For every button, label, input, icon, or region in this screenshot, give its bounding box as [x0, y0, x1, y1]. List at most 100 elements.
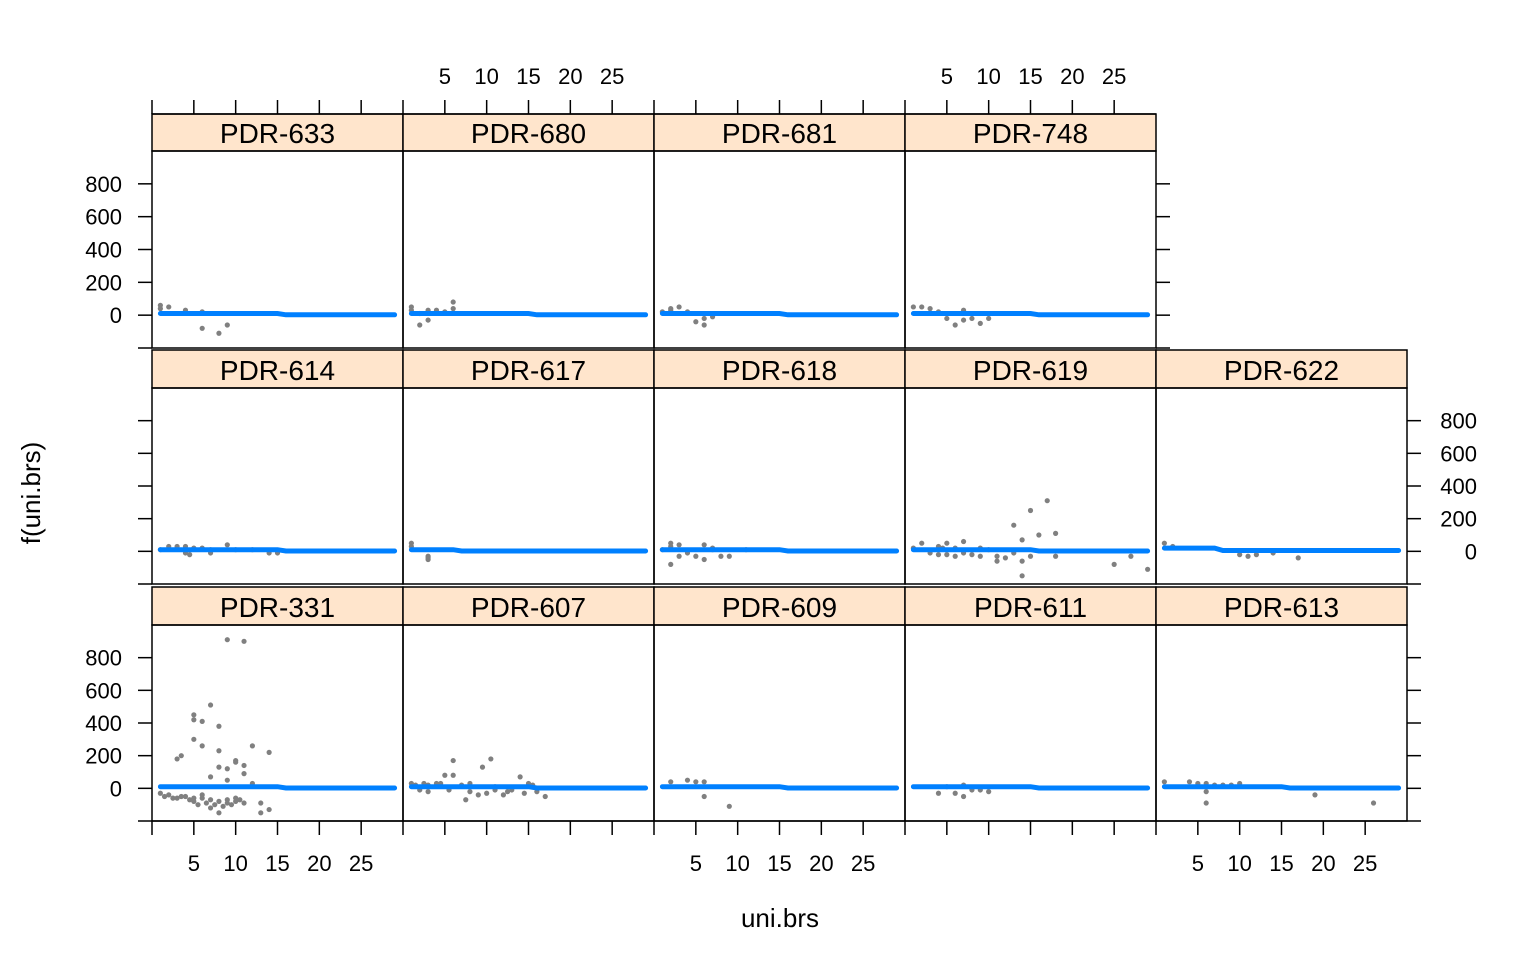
- data-point: [479, 764, 486, 770]
- x-tick-label: 5: [941, 64, 953, 89]
- data-point: [701, 556, 707, 563]
- data-point: [224, 542, 230, 548]
- data-point: [187, 552, 193, 558]
- fit-line: [157, 784, 398, 791]
- data-point: [994, 553, 1000, 559]
- data-point: [207, 797, 214, 803]
- data-point: [960, 538, 967, 545]
- data-point: [450, 772, 456, 778]
- data-point: [1295, 555, 1301, 561]
- data-point: [203, 800, 209, 806]
- data-point: [1019, 537, 1025, 543]
- data-point: [191, 795, 197, 801]
- data-point: [249, 743, 255, 749]
- strip-label: PDR-633: [220, 118, 335, 149]
- data-point: [986, 789, 992, 795]
- x-tick-label: 10: [976, 64, 1000, 89]
- data-point: [1203, 800, 1209, 806]
- data-point: [1111, 561, 1117, 568]
- data-point: [425, 317, 431, 323]
- data-point: [207, 774, 214, 780]
- data-point: [701, 793, 707, 800]
- data-point: [425, 789, 431, 795]
- data-point: [187, 797, 193, 803]
- x-tick-label: 20: [1311, 851, 1335, 876]
- strip-pdr-607: [402, 586, 655, 626]
- y-axis-row-2-right: 0 200 400 600 800: [1407, 409, 1477, 585]
- data-point: [178, 753, 184, 759]
- x-axis-col-3-top: [653, 100, 864, 114]
- plot-frame: [151, 150, 404, 349]
- panel-pdr-618: PDR-618: [653, 349, 906, 585]
- data-point: [960, 317, 967, 323]
- fit-line: [910, 547, 1151, 554]
- data-point: [1237, 552, 1243, 558]
- data-point: [199, 325, 205, 331]
- strip-label: PDR-619: [973, 355, 1088, 386]
- x-axis-col-2-bottom: [402, 821, 613, 835]
- data-point: [718, 553, 724, 559]
- data-point: [944, 315, 950, 322]
- data-point: [463, 797, 469, 803]
- data-point: [216, 748, 222, 754]
- data-point: [960, 793, 967, 800]
- data-point: [701, 779, 707, 785]
- panel-pdr-614: PDR-614: [151, 349, 404, 585]
- data-point: [1161, 779, 1167, 785]
- data-point: [157, 790, 163, 796]
- data-point: [684, 777, 691, 783]
- panel-pdr-681: PDR-681: [653, 113, 906, 349]
- y-tick-label: 600: [1440, 441, 1477, 466]
- data-point: [207, 805, 214, 811]
- panel-pdr-633: PDR-633: [151, 113, 404, 349]
- x-tick-label: 5: [439, 64, 451, 89]
- axes-layer: 0 200 400 600 800 0 200 400 600 800 0 200 400 600 800 5…: [85, 64, 1477, 876]
- x-tick-label: 5: [1192, 851, 1204, 876]
- x-tick-label: 20: [307, 851, 331, 876]
- panel-pdr-331: PDR-331: [151, 586, 404, 822]
- x-axis-col-5-bottom: 5 10 15 20 25: [1155, 821, 1377, 876]
- data-point: [258, 810, 264, 816]
- data-point: [1128, 553, 1134, 559]
- panel-pdr-619: PDR-619: [904, 349, 1157, 585]
- x-axis-col-4-top: 5 10 15 20 25: [904, 64, 1126, 114]
- data-point: [969, 552, 975, 558]
- x-tick-label: 20: [558, 64, 582, 89]
- data-point: [212, 802, 218, 808]
- strip-label: PDR-609: [722, 592, 837, 623]
- data-point: [1053, 553, 1059, 559]
- data-point: [166, 792, 172, 798]
- data-point: [233, 795, 239, 801]
- strip-label: PDR-614: [220, 355, 335, 386]
- data-point: [467, 789, 473, 795]
- strip-pdr-613: [1155, 586, 1408, 626]
- strip-label: PDR-681: [722, 118, 837, 149]
- plot-frame: [653, 387, 906, 585]
- plot-frame: [402, 387, 655, 585]
- data-point: [986, 315, 992, 322]
- data-point: [910, 304, 916, 310]
- strip-label: PDR-618: [722, 355, 837, 386]
- x-tick-label: 15: [516, 64, 540, 89]
- x-tick-label: 15: [265, 851, 289, 876]
- x-tick-label: 25: [1102, 64, 1126, 89]
- y-axis-row-2-left: [138, 419, 152, 585]
- plot-frame: [1155, 387, 1408, 585]
- data-point: [425, 555, 431, 561]
- data-point: [228, 802, 235, 808]
- data-point: [195, 802, 201, 808]
- x-tick-label: 20: [1060, 64, 1084, 89]
- y-axis-title: f(uni.brs): [16, 442, 46, 545]
- x-tick-label: 5: [188, 851, 200, 876]
- data-point: [1027, 507, 1034, 514]
- data-point: [216, 723, 222, 729]
- plot-frame: [653, 150, 906, 349]
- data-point: [977, 320, 983, 326]
- x-tick-label: 15: [1269, 851, 1293, 876]
- data-point: [676, 553, 682, 559]
- data-point: [668, 561, 674, 568]
- fit-line: [408, 784, 649, 791]
- x-axis-col-3-bottom: 5 10 15 20 25: [653, 821, 875, 876]
- data-point: [241, 771, 247, 777]
- data-point: [174, 756, 180, 762]
